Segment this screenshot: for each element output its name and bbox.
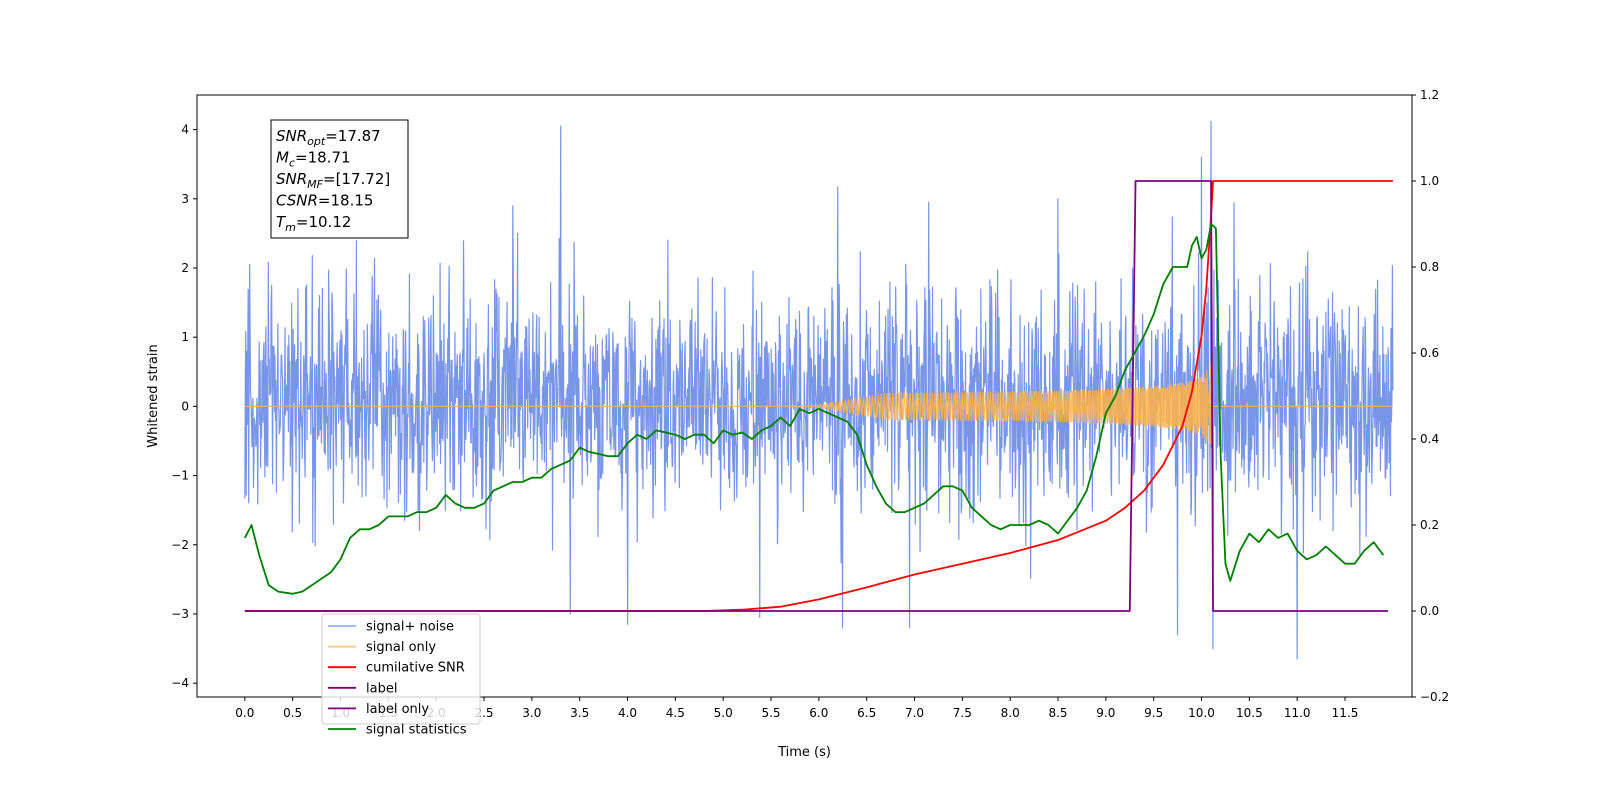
- y-tick-label: 0: [181, 399, 189, 413]
- y-tick-label: 4: [181, 123, 189, 137]
- y-tick-label: 1: [181, 330, 189, 344]
- x-tick-label: 7.0: [905, 706, 924, 720]
- annotation-subscript: opt: [307, 135, 326, 148]
- axes-frame: [196, 94, 1413, 698]
- annotation-subscript: MF: [307, 178, 323, 191]
- annotation-value: =17.87: [325, 127, 381, 145]
- annotation-frame: [270, 119, 409, 239]
- x-tick-label: 3.5: [570, 706, 589, 720]
- x-tick-label: 8.0: [1001, 706, 1020, 720]
- y-tick-label: 2: [181, 261, 189, 275]
- series-line-signal-noise: [244, 120, 1394, 660]
- y-tick-label: −1: [171, 469, 189, 483]
- y2-tick-label: −0.2: [1420, 690, 1449, 704]
- legend-label: signal+ noise: [366, 620, 454, 635]
- annotation-line: SNRopt=17.87: [276, 127, 381, 148]
- annotation-subscript: m: [285, 221, 296, 234]
- annotation-symbol: M: [276, 149, 289, 167]
- x-tick-label: 10.5: [1236, 706, 1263, 720]
- legend-label: label only: [366, 702, 429, 717]
- annotation-symbol: SNR: [276, 127, 307, 145]
- annotation-value: =[17.72]: [323, 170, 390, 188]
- legend-label: signal statistics: [366, 723, 467, 738]
- y2-tick-label: 0.4: [1420, 432, 1439, 446]
- x-tick-label: 3.0: [522, 706, 541, 720]
- annotation-line: Tm=10.12: [276, 213, 351, 234]
- annotation-value: =10.12: [296, 213, 352, 231]
- x-tick-label: 8.5: [1048, 706, 1067, 720]
- x-tick-label: 5.0: [714, 706, 733, 720]
- legend: signal+ noise signal only cumilative SNR la…: [321, 613, 481, 738]
- legend-label: signal only: [366, 640, 436, 655]
- y-tick-label: −2: [171, 538, 189, 552]
- annotation-symbol: SNR: [276, 170, 307, 188]
- x-tick-label: 10.0: [1188, 706, 1215, 720]
- legend-label: cumilative SNR: [366, 661, 465, 676]
- x-tick-label: 0.5: [283, 706, 302, 720]
- y2-tick-label: 0.6: [1420, 346, 1439, 360]
- annotation-subscript: c: [289, 157, 295, 170]
- x-tick-label: 6.0: [809, 706, 828, 720]
- x-tick-label: 7.5: [953, 706, 972, 720]
- x-axis-label: Time (s): [777, 745, 831, 760]
- y-tick-label: 3: [181, 192, 189, 206]
- x-tick-label: 11.5: [1332, 706, 1359, 720]
- y2-tick-label: 0.0: [1420, 604, 1439, 618]
- legend-frame: [321, 613, 481, 725]
- y2-tick-label: 1.0: [1420, 174, 1439, 188]
- annotation-line: CSNR=18.15: [276, 192, 373, 210]
- annotation-line: SNRMF=[17.72]: [276, 170, 390, 191]
- series-line-signal-only: [244, 356, 1393, 453]
- annotation-symbol: T: [276, 213, 287, 231]
- x-tick-label: 4.5: [666, 706, 685, 720]
- legend-label: label: [366, 681, 397, 696]
- x-tick-label: 11.0: [1284, 706, 1311, 720]
- x-tick-label: 6.5: [857, 706, 876, 720]
- series-line-label: [244, 180, 1389, 612]
- y2-tick-label: 0.8: [1420, 260, 1439, 274]
- y-tick-label: −4: [171, 676, 189, 690]
- series-line-signal-statistics: [244, 223, 1385, 595]
- x-tick-label: 5.5: [761, 706, 780, 720]
- plot-area: [244, 120, 1394, 660]
- y2-tick-label: 1.2: [1420, 88, 1439, 102]
- x-tick-label: 0.0: [235, 706, 254, 720]
- annotation-symbol: CSNR: [276, 192, 318, 210]
- annotation-line: Mc=18.71: [276, 149, 351, 170]
- series-line-cumulative-snr: [244, 180, 1393, 612]
- y2-tick-label: 0.2: [1420, 518, 1439, 532]
- x-tick-label: 9.0: [1096, 706, 1115, 720]
- x-tick-label: 9.5: [1144, 706, 1163, 720]
- y-axis-label: Whitened strain: [146, 344, 161, 447]
- x-tick-label: 4.0: [618, 706, 637, 720]
- y-tick-label: −3: [171, 607, 189, 621]
- plot-lines: [244, 120, 1394, 660]
- annotation-box: SNRopt=17.87Mc=18.71SNRMF=[17.72]CSNR=18…: [270, 119, 409, 239]
- annotation-value: =18.71: [295, 149, 351, 167]
- annotation-value: =18.15: [318, 192, 374, 210]
